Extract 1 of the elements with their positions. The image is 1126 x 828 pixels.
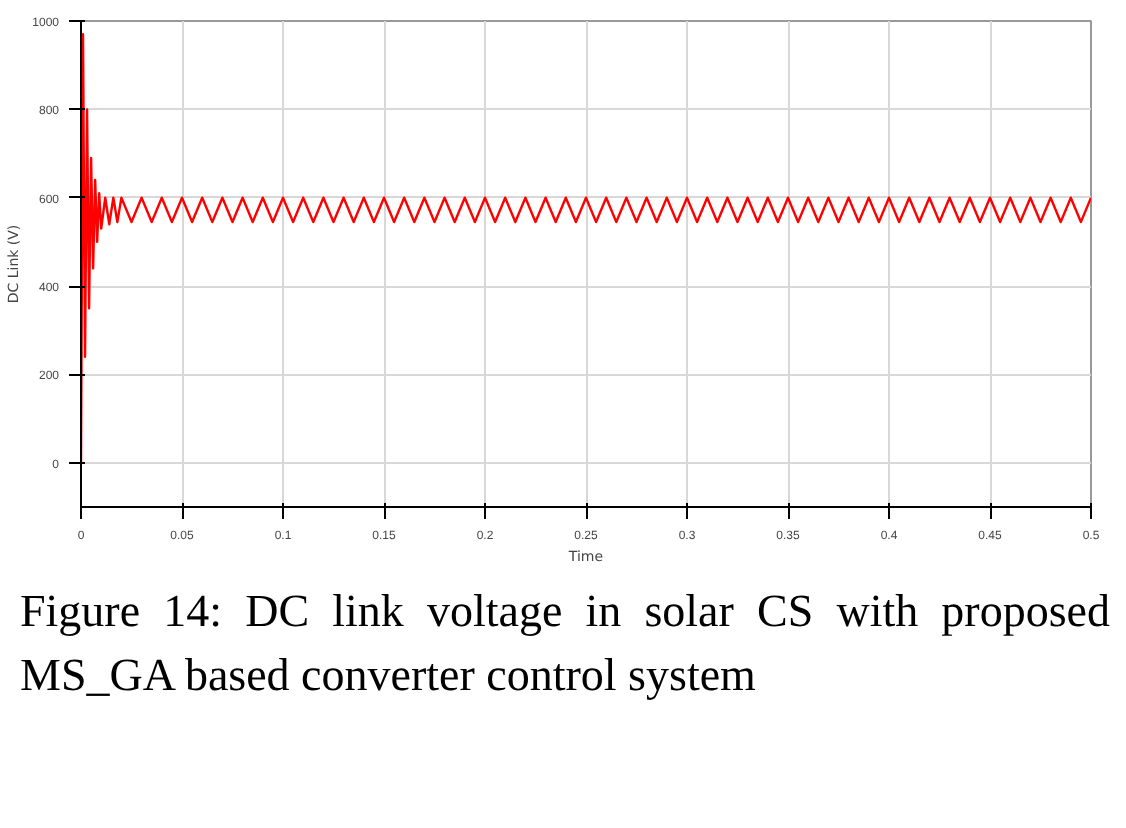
caption: Figure 14: DC link voltage in solar CS with proposed MS_GA based converter control system xyxy=(20,584,1110,705)
